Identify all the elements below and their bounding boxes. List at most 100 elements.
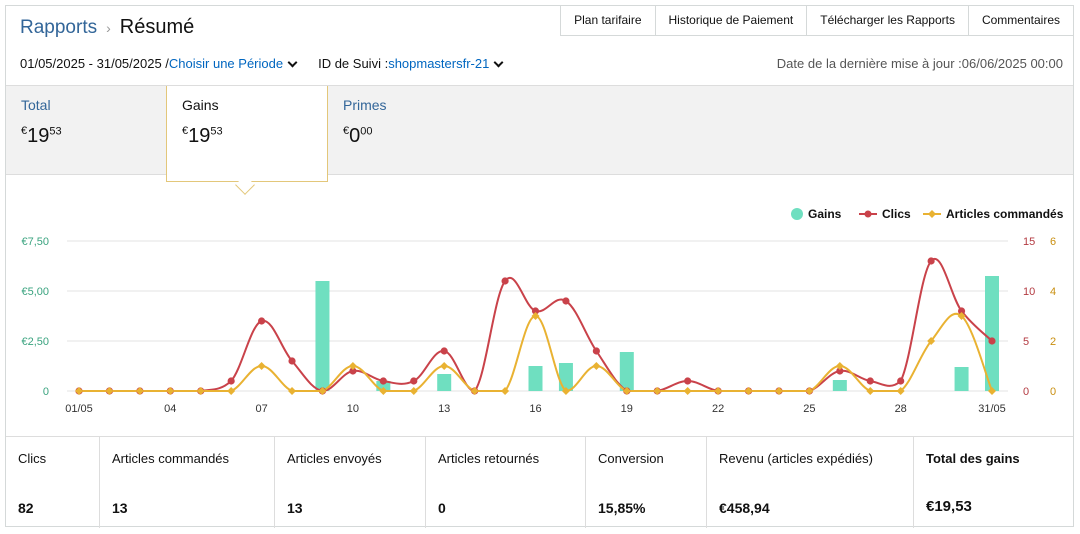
y-tick-label-articles: 2 <box>1050 336 1056 348</box>
x-tick-label: 28 <box>895 403 907 415</box>
legend-label-articles: Articles commandés <box>946 207 1064 221</box>
nav-pricing-plan[interactable]: Plan tarifaire <box>560 5 656 36</box>
y-tick-label-clics: 10 <box>1023 286 1035 298</box>
point-clics <box>440 347 448 355</box>
point-articles <box>288 387 297 395</box>
x-tick-label: 19 <box>621 403 633 415</box>
point-articles <box>744 387 753 395</box>
currency-symbol: € <box>343 125 350 137</box>
breadcrumb-reports-link[interactable]: Rapports <box>20 17 98 38</box>
point-clics <box>349 367 357 375</box>
chevron-right-icon: › <box>106 20 111 36</box>
stat-value: 15,85% <box>598 500 646 516</box>
point-articles <box>866 387 875 395</box>
x-tick-label: 25 <box>803 403 815 415</box>
stat-value: 82 <box>18 500 34 516</box>
point-articles <box>409 387 418 395</box>
stat-value: 13 <box>112 500 128 516</box>
date-range-text: 01/05/2025 - 31/05/2025 / <box>20 56 169 71</box>
point-articles <box>653 387 662 395</box>
point-clics <box>927 257 935 265</box>
summary-tabs: Total €1953 Gains €1953 Primes €000 <box>6 85 1073 182</box>
top-nav: Plan tarifaire Historique de Paiement Té… <box>560 5 1074 36</box>
bar-gains <box>376 381 391 391</box>
point-articles <box>896 387 905 395</box>
currency-symbol: € <box>182 125 189 137</box>
y-tick-label-articles: 6 <box>1050 236 1056 248</box>
tab-gains-amount: €1953 <box>182 125 312 148</box>
x-tick-label: 13 <box>438 403 450 415</box>
currency-symbol: € <box>21 125 28 137</box>
x-tick-label: 31/05 <box>978 403 1006 415</box>
point-clics <box>897 377 905 385</box>
y-tick-label-gains: €7,50 <box>21 236 49 248</box>
point-clics <box>258 317 266 325</box>
stats-bar: Clics 82 Articles commandés 13 Articles … <box>6 436 1073 528</box>
tracking-id-selector[interactable]: shopmastersfr-21 <box>388 56 490 71</box>
tab-gains-label: Gains <box>182 97 219 113</box>
tab-bonuses-amount: €000 <box>343 125 473 148</box>
chart-svg: 0 0 0 €2,50 5 2 €5,00 10 4 €7,50 15 6 01/05 04 07 10 13 1… <box>21 207 1064 415</box>
x-tick-label: 01/05 <box>65 403 93 415</box>
point-articles <box>835 362 844 370</box>
point-articles <box>805 387 814 395</box>
y-tick-label-gains: €2,50 <box>21 336 49 348</box>
point-articles <box>561 387 570 395</box>
point-clics <box>288 357 296 365</box>
last-update-text: Date de la dernière mise à jour :06/06/2… <box>776 56 1063 71</box>
x-tick-label: 16 <box>529 403 541 415</box>
point-articles <box>774 387 783 395</box>
period-selector[interactable]: Choisir une Période <box>168 56 284 71</box>
point-clics <box>227 377 235 385</box>
stat-label: Clics <box>18 451 47 466</box>
point-articles <box>501 387 510 395</box>
y-tick-label-clics: 0 <box>1023 386 1029 398</box>
point-articles <box>927 337 936 345</box>
point-articles <box>622 387 631 395</box>
point-articles <box>318 387 327 395</box>
nav-feedback[interactable]: Commentaires <box>967 5 1074 36</box>
filters-bar: 01/05/2025 - 31/05/2025 / Choisir une Pé… <box>20 56 508 71</box>
chevron-down-icon[interactable] <box>287 57 298 67</box>
x-tick-label: 07 <box>255 403 267 415</box>
nav-payment-history[interactable]: Historique de Paiement <box>654 5 808 36</box>
tab-gains[interactable]: Gains €1953 <box>166 86 328 182</box>
point-clics <box>592 347 600 355</box>
legend-label-gains: Gains <box>808 207 842 221</box>
stat-label: Articles commandés <box>112 451 230 466</box>
point-articles <box>166 387 175 395</box>
point-clics <box>957 307 966 315</box>
point-clics <box>410 377 418 385</box>
amount-whole: 0 <box>349 125 361 147</box>
y-tick-label-gains: 0 <box>43 386 49 398</box>
legend-marker-gains <box>791 208 803 220</box>
bar-gains <box>528 366 543 391</box>
tab-bonuses[interactable]: Primes €000 <box>328 86 488 176</box>
nav-download-reports[interactable]: Télécharger les Rapports <box>806 5 969 36</box>
legend-label-clics: Clics <box>882 207 911 221</box>
y-tick-label-clics: 15 <box>1023 236 1035 248</box>
point-clics <box>562 297 570 305</box>
legend-marker-clics <box>864 210 872 218</box>
point-clics <box>684 377 692 385</box>
x-tick-label: 04 <box>164 403 176 415</box>
point-articles <box>257 362 266 370</box>
point-clics <box>379 377 387 385</box>
tab-total[interactable]: Total €1953 <box>6 86 166 176</box>
bar-gains <box>832 380 847 391</box>
y-tick-label-gains: €5,00 <box>21 286 49 298</box>
point-articles <box>957 312 966 320</box>
amount-whole: 19 <box>27 125 50 147</box>
point-articles <box>440 362 449 370</box>
reports-panel: Rapports › Résumé Plan tarifaire Histori… <box>5 5 1074 528</box>
y-tick-label-articles: 0 <box>1050 386 1056 398</box>
point-articles <box>75 387 83 395</box>
amount-whole: 19 <box>188 125 211 147</box>
point-articles <box>714 387 723 395</box>
stat-value: 0 <box>438 500 446 516</box>
stat-value: €458,94 <box>719 500 770 516</box>
chevron-down-icon[interactable] <box>493 57 504 67</box>
stat-label: Revenu (articles expédiés) <box>719 451 873 466</box>
tracking-id-label: ID de Suivi : <box>318 56 389 71</box>
point-articles <box>683 387 692 395</box>
